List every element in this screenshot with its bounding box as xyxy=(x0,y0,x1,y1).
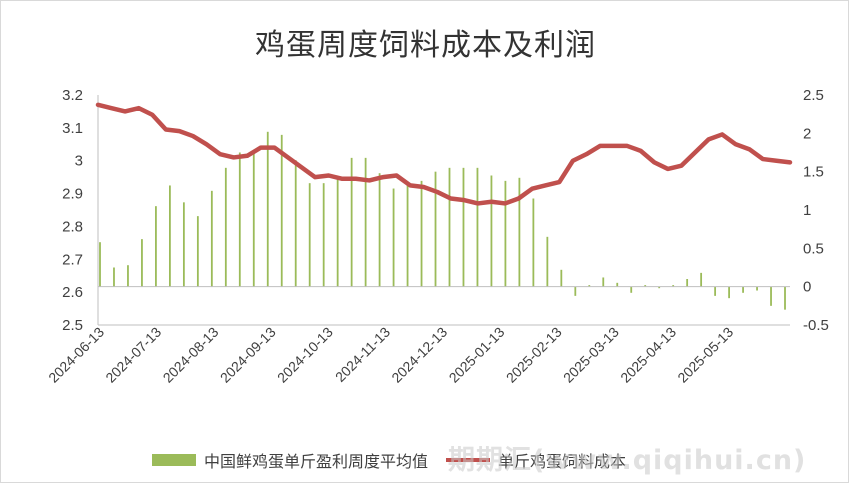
profit-bar xyxy=(182,202,185,287)
x-tick-label: 2024-12-13 xyxy=(388,324,450,386)
profit-bar xyxy=(686,279,689,287)
profit-bar xyxy=(756,286,758,291)
profit-bar xyxy=(378,173,381,287)
chart-title: 鸡蛋周度饲料成本及利润 xyxy=(255,28,596,63)
x-tick-label: 2025-03-13 xyxy=(560,324,622,386)
profit-bar xyxy=(224,167,227,287)
right-tick-label: 2 xyxy=(803,125,811,142)
left-tick-label: 2.7 xyxy=(62,251,83,268)
right-axis-labels: 2.5 2 1.5 1 0.5 0 -0.5 xyxy=(803,87,829,334)
x-axis-labels: 2024-06-132024-07-132024-08-132024-09-13… xyxy=(45,324,736,386)
profit-bar xyxy=(700,272,703,287)
profit-bar xyxy=(252,152,255,287)
profit-bar xyxy=(784,286,786,310)
left-tick-label: 3.2 xyxy=(62,87,83,104)
profit-bar xyxy=(644,285,647,287)
profit-bar xyxy=(266,131,269,287)
left-tick-label: 2.5 xyxy=(62,317,83,334)
right-tick-label: 1.5 xyxy=(803,164,824,181)
bar-series xyxy=(99,131,786,310)
right-tick-label: 0 xyxy=(803,279,811,296)
profit-bar xyxy=(127,265,129,287)
profit-bar xyxy=(196,216,199,287)
left-tick-label: 2.6 xyxy=(62,284,83,301)
profit-bar xyxy=(574,286,577,296)
profit-bar xyxy=(742,286,744,293)
profit-bar xyxy=(518,177,521,287)
profit-bar xyxy=(714,286,717,296)
profit-bar xyxy=(113,267,115,287)
profit-bar xyxy=(476,167,479,287)
profit-bar xyxy=(168,185,171,287)
profit-bar xyxy=(462,167,465,287)
left-tick-label: 2.8 xyxy=(62,218,83,235)
x-tick-label: 2025-02-13 xyxy=(503,324,565,386)
legend: 中国鲜鸡蛋单斤盈利周度平均值 单斤鸡蛋饲料成本 xyxy=(152,449,626,471)
profit-bar xyxy=(350,157,353,287)
profit-bar xyxy=(210,190,213,287)
profit-bar xyxy=(364,157,367,287)
profit-bar xyxy=(336,177,339,287)
line-series xyxy=(95,102,793,206)
profit-bar xyxy=(728,286,730,299)
right-tick-label: 0.5 xyxy=(803,240,824,257)
profit-bar xyxy=(616,282,619,287)
x-tick-label: 2024-10-13 xyxy=(274,324,336,386)
profit-bar xyxy=(99,242,101,287)
profit-bar xyxy=(448,167,451,287)
watermark: 期期汇(www.qiqihui.cn) xyxy=(448,445,807,476)
profit-bar xyxy=(532,198,535,287)
profit-bar xyxy=(672,285,675,287)
x-tick-label: 2024-11-13 xyxy=(332,324,393,385)
x-tick-label: 2024-07-13 xyxy=(102,324,164,386)
x-tick-label: 2025-01-13 xyxy=(446,324,508,386)
profit-bar xyxy=(406,185,409,287)
feed-cost-line xyxy=(95,102,793,206)
profit-bar xyxy=(294,160,297,287)
x-tick-label: 2025-05-13 xyxy=(674,324,736,386)
profit-bar xyxy=(392,188,395,287)
right-tick-label: 1 xyxy=(803,202,811,219)
profit-bar xyxy=(308,183,311,287)
profit-bar xyxy=(141,239,143,287)
profit-bar xyxy=(280,134,283,287)
profit-bar xyxy=(560,269,563,287)
profit-bar xyxy=(602,277,605,287)
right-tick-label: 2.5 xyxy=(803,87,824,104)
profit-bar xyxy=(630,286,633,293)
x-tick-label: 2025-04-13 xyxy=(617,324,679,386)
x-tick-label: 2024-09-13 xyxy=(217,324,279,386)
profit-bar xyxy=(658,286,661,289)
axes xyxy=(97,95,790,326)
profit-bar xyxy=(588,285,591,287)
legend-swatch-bar xyxy=(152,454,196,466)
profit-bar xyxy=(238,152,241,287)
legend-label-bar: 中国鲜鸡蛋单斤盈利周度平均值 xyxy=(204,452,429,471)
profit-bar xyxy=(155,206,157,287)
profit-bar xyxy=(420,180,423,287)
left-tick-label: 3.1 xyxy=(62,120,83,137)
left-axis-labels: 3.2 3.1 3 2.9 2.8 2.7 2.6 2.5 xyxy=(62,87,83,334)
profit-bar xyxy=(490,175,493,287)
profit-bar xyxy=(504,180,507,287)
left-tick-label: 3 xyxy=(75,153,83,170)
left-tick-label: 2.9 xyxy=(62,186,83,203)
legend-swatch-line xyxy=(446,458,491,462)
profit-bar xyxy=(434,171,437,287)
profit-bar xyxy=(770,286,772,306)
x-tick-label: 2024-08-13 xyxy=(160,324,222,386)
profit-bar xyxy=(546,236,549,287)
right-tick-label: -0.5 xyxy=(803,317,829,334)
profit-bar xyxy=(322,183,325,287)
legend-label-line: 单斤鸡蛋饲料成本 xyxy=(498,452,627,471)
